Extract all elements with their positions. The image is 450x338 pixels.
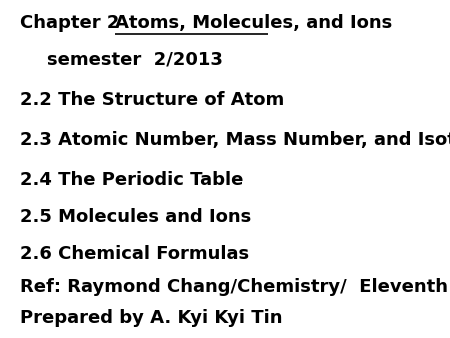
- Text: 2.3 Atomic Number, Mass Number, and Isotopes: 2.3 Atomic Number, Mass Number, and Isot…: [20, 131, 450, 149]
- Text: 2.5 Molecules and Ions: 2.5 Molecules and Ions: [20, 208, 251, 226]
- Text: Ref: Raymond Chang/Chemistry/  Eleventh Edition: Ref: Raymond Chang/Chemistry/ Eleventh E…: [20, 279, 450, 296]
- Text: Chapter 2: Chapter 2: [20, 14, 144, 31]
- Text: 2.2 The Structure of Atom: 2.2 The Structure of Atom: [20, 91, 284, 108]
- Text: Prepared by A. Kyi Kyi Tin: Prepared by A. Kyi Kyi Tin: [20, 309, 283, 327]
- Text: semester  2/2013: semester 2/2013: [47, 50, 223, 68]
- Text: Atoms, Molecules, and Ions: Atoms, Molecules, and Ions: [115, 14, 392, 31]
- Text: 2.4 The Periodic Table: 2.4 The Periodic Table: [20, 171, 243, 189]
- Text: 2.6 Chemical Formulas: 2.6 Chemical Formulas: [20, 245, 249, 263]
